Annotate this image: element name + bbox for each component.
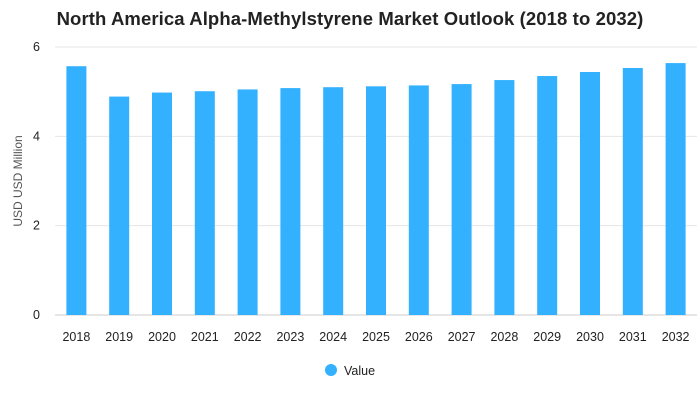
y-tick-label: 4 (33, 129, 40, 143)
legend-label: Value (344, 364, 375, 378)
y-tick-label: 2 (33, 219, 40, 233)
x-tick-label: 2021 (191, 330, 219, 344)
bar[interactable] (494, 80, 515, 315)
bar[interactable] (622, 67, 643, 315)
bar[interactable] (665, 63, 686, 315)
x-tick-label: 2019 (105, 330, 133, 344)
x-tick-label: 2029 (533, 330, 561, 344)
x-tick-label: 2018 (62, 330, 90, 344)
x-tick-label: 2025 (362, 330, 390, 344)
x-tick-label: 2027 (448, 330, 476, 344)
x-tick-label: 2030 (576, 330, 604, 344)
bar[interactable] (66, 66, 87, 315)
bar[interactable] (451, 84, 472, 315)
x-tick-label: 2024 (319, 330, 347, 344)
bar[interactable] (152, 92, 172, 315)
x-axis-ticks: 2018 2019 2020 2021 2022 2023 2024 2025 2026 2027… (62, 330, 689, 344)
bars (66, 63, 686, 316)
x-tick-label: 2026 (405, 330, 433, 344)
y-axis-ticks: 0 2 4 6 (33, 40, 40, 322)
y-axis-label: USD USD Million (11, 135, 25, 226)
bar[interactable] (323, 87, 344, 315)
x-tick-label: 2023 (276, 330, 304, 344)
x-tick-label: 2020 (148, 330, 176, 344)
bar[interactable] (237, 89, 258, 315)
bar[interactable] (280, 88, 301, 316)
y-tick-label: 6 (33, 40, 40, 54)
y-tick-label: 0 (33, 308, 40, 322)
chart-title: North America Alpha-Methylstyrene Market… (56, 8, 644, 29)
bar[interactable] (194, 91, 215, 315)
x-tick-label: 2022 (234, 330, 262, 344)
bar[interactable] (580, 72, 600, 315)
bar[interactable] (109, 96, 130, 315)
x-tick-label: 2028 (490, 330, 518, 344)
legend-marker (325, 364, 337, 376)
x-tick-label: 2031 (619, 330, 647, 344)
bar[interactable] (537, 76, 558, 316)
x-tick-label: 2032 (662, 330, 690, 344)
bar[interactable] (366, 86, 386, 315)
legend[interactable]: Value (325, 364, 375, 378)
bar[interactable] (408, 85, 429, 315)
